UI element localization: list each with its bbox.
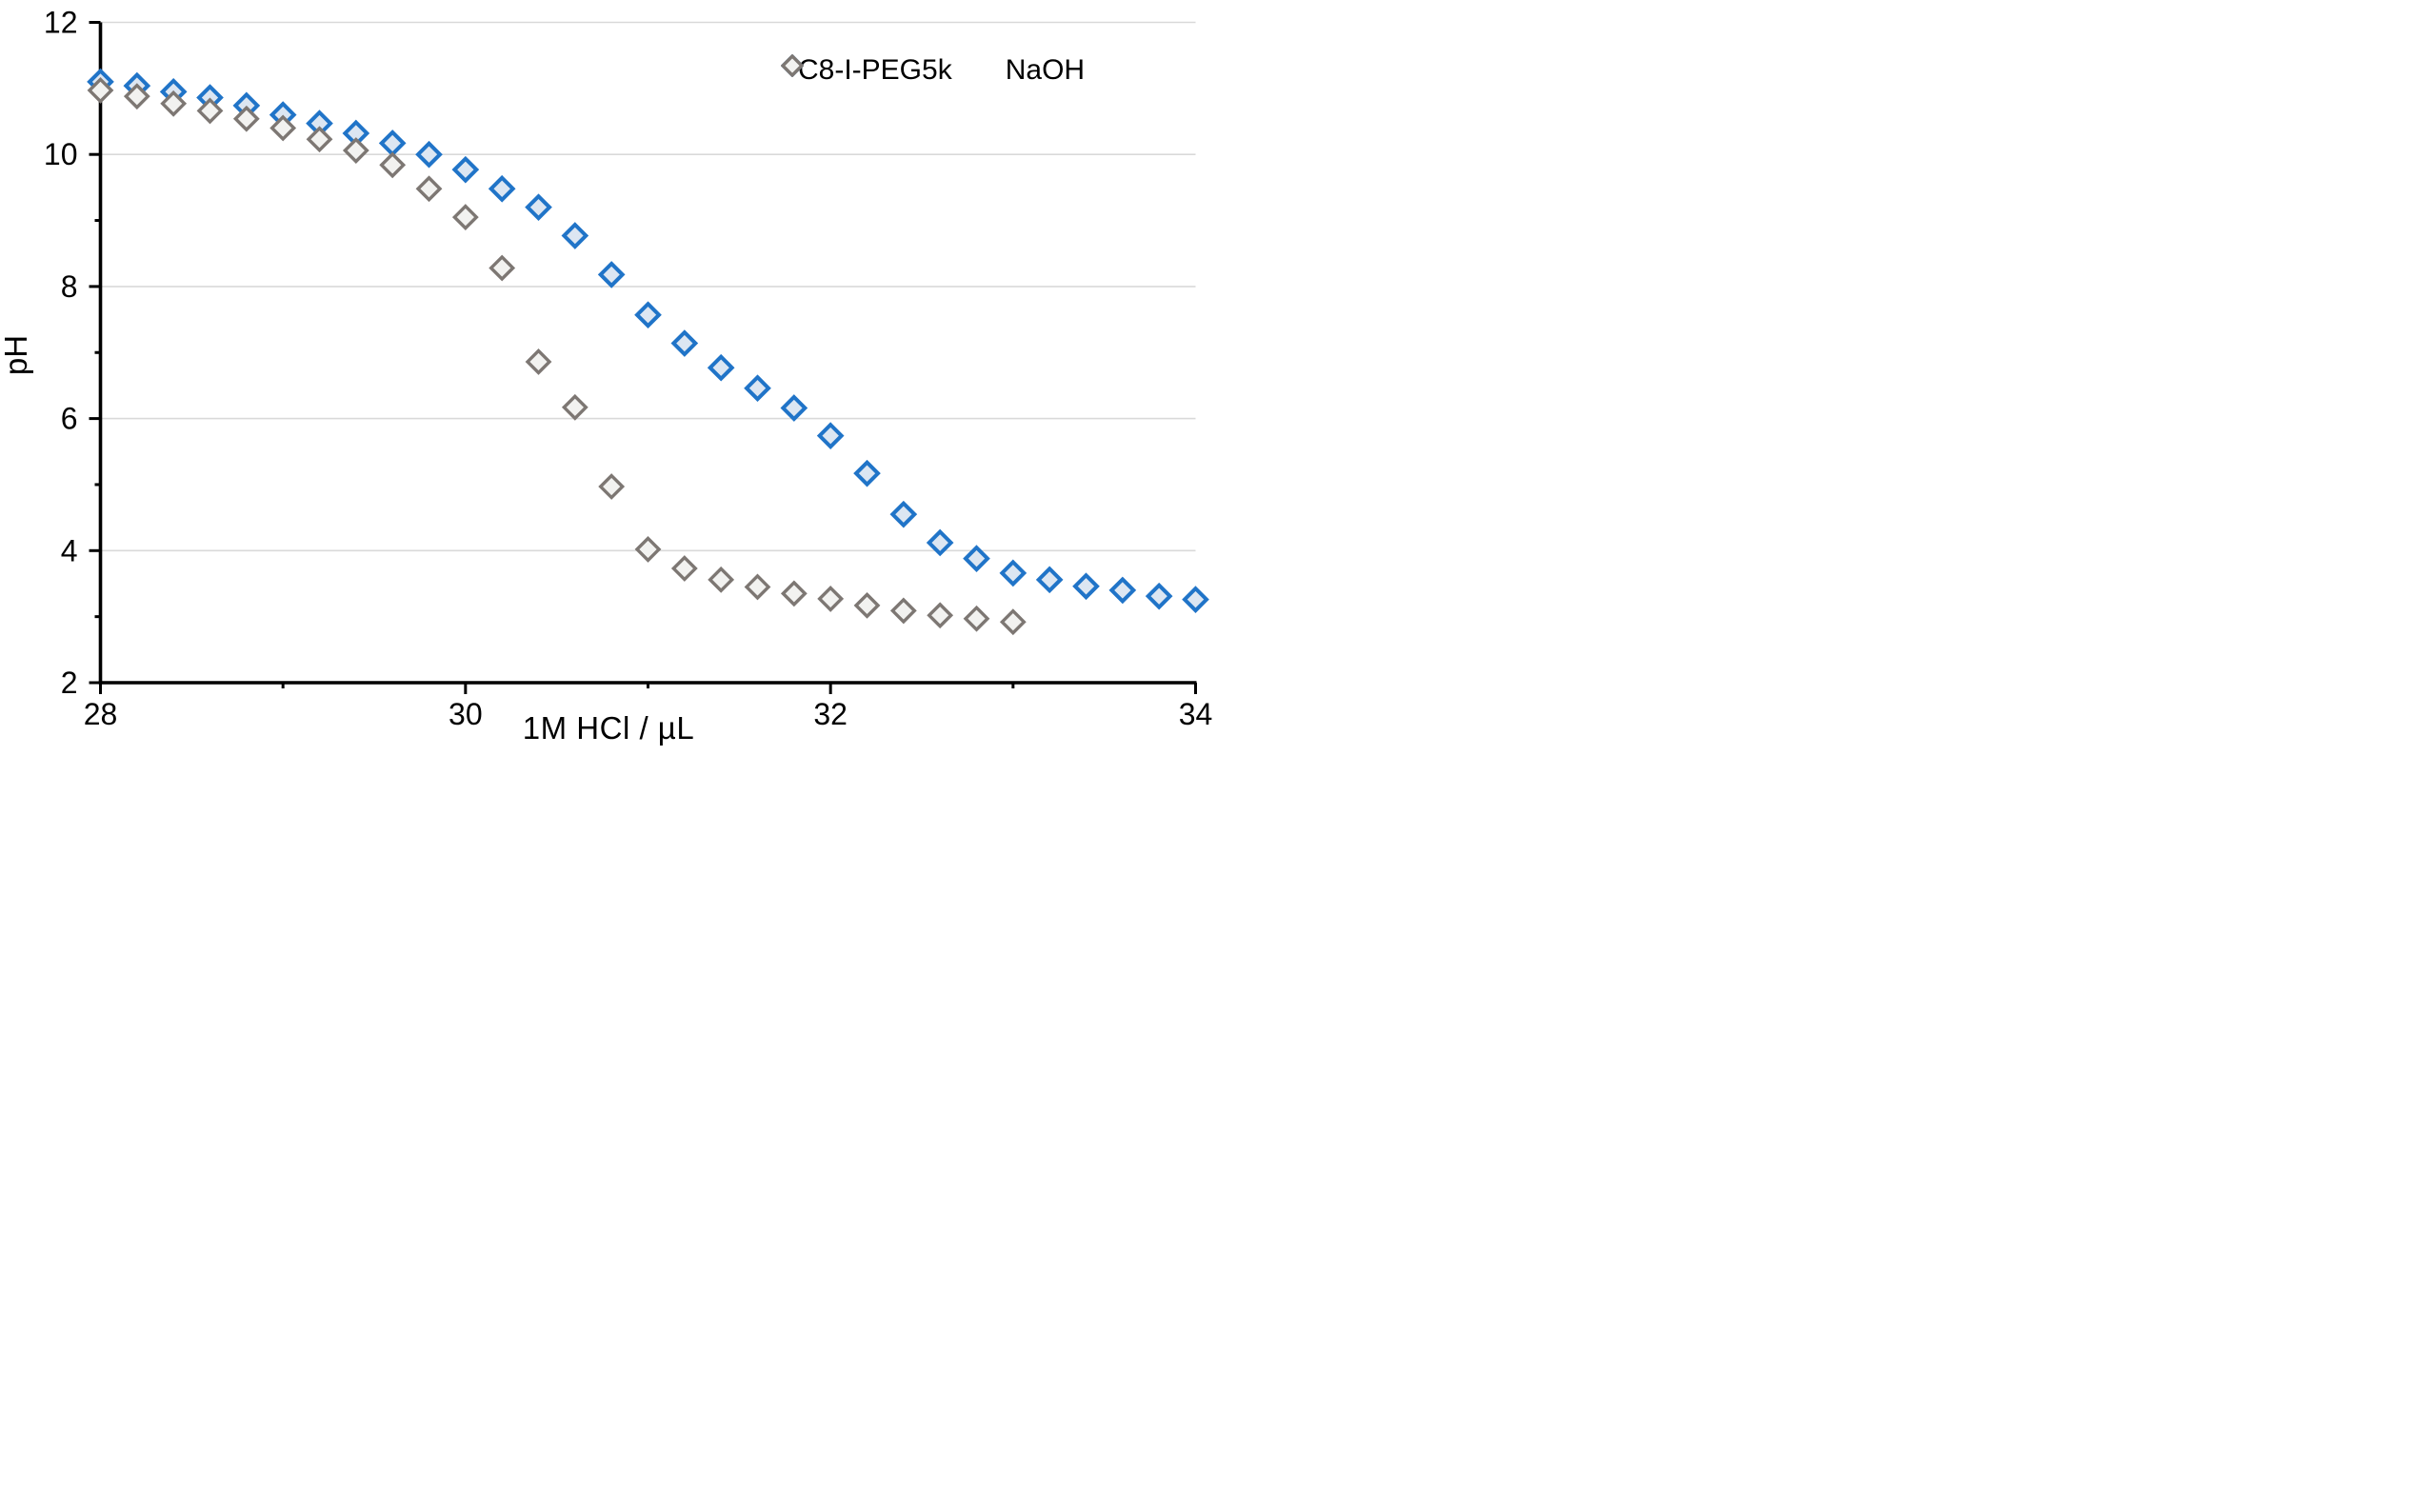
data-point-naoh (889, 597, 917, 625)
data-point-naoh (744, 573, 771, 601)
data-point-naoh (232, 105, 260, 132)
y-tick-label: 12 (44, 6, 78, 40)
x-axis-title: 1M HCl / µL (522, 710, 695, 746)
data-point-c8-i-peg5k (488, 174, 516, 203)
data-point-naoh (196, 97, 224, 125)
data-point-naoh (999, 608, 1027, 636)
data-point-naoh (489, 254, 516, 282)
data-point-naoh (160, 90, 188, 117)
data-point-c8-i-peg5k (415, 140, 443, 169)
data-point-c8-i-peg5k (1035, 566, 1064, 594)
data-point-c8-i-peg5k (378, 129, 407, 157)
data-point-c8-i-peg5k (780, 394, 808, 422)
data-point-naoh (525, 348, 552, 375)
data-point-c8-i-peg5k (853, 459, 881, 487)
legend-label: NaOH (1005, 54, 1086, 86)
data-point-c8-i-peg5k (816, 422, 845, 449)
data-point-naoh (306, 126, 333, 153)
y-tick-label: 10 (44, 137, 78, 171)
data-point-naoh (342, 137, 369, 164)
data-point-naoh (853, 591, 881, 619)
chart-legend: C8-I-PEG5k NaOH (781, 54, 1085, 87)
gray-diamond-icon (781, 54, 804, 77)
y-tick-label: 6 (61, 402, 78, 436)
data-point-c8-i-peg5k (963, 545, 990, 572)
titration-plot-page: 28 30 32 34 2 4 6 8 10 12 1M HCl / µL pH C8-I-PEG… (0, 0, 1217, 756)
legend-item-c8-i-peg5k: C8-I-PEG5k (781, 54, 952, 87)
data-point-c8-i-peg5k (1145, 582, 1173, 610)
y-tick-label: 2 (61, 666, 78, 700)
data-point-naoh (817, 586, 845, 612)
data-point-c8-i-peg5k (451, 155, 480, 184)
data-point-c8-i-peg5k (1182, 586, 1209, 613)
data-point-naoh (415, 175, 443, 203)
data-point-naoh (963, 605, 990, 632)
x-tick-label: 34 (1179, 697, 1213, 731)
data-point-c8-i-peg5k (670, 329, 699, 357)
data-point-naoh (927, 602, 954, 629)
data-point-naoh (598, 473, 626, 500)
data-point-c8-i-peg5k (744, 374, 771, 403)
x-tick-label: 30 (449, 697, 483, 731)
data-point-c8-i-peg5k (1108, 576, 1137, 605)
titration-chart: 28 30 32 34 2 4 6 8 10 12 (44, 6, 1213, 732)
data-point-naoh (451, 204, 479, 230)
data-point-c8-i-peg5k (1072, 572, 1100, 601)
data-point-c8-i-peg5k (561, 222, 589, 249)
x-tick-label: 32 (813, 697, 848, 731)
data-point-c8-i-peg5k (634, 301, 662, 329)
data-point-c8-i-peg5k (889, 500, 918, 528)
data-point-naoh (123, 83, 150, 110)
data-point-c8-i-peg5k (597, 261, 626, 288)
data-point-c8-i-peg5k (926, 528, 954, 557)
data-point-c8-i-peg5k (525, 193, 552, 222)
legend-item-naoh: NaOH (781, 54, 1086, 87)
data-point-c8-i-peg5k (707, 353, 735, 382)
y-tick-label: 4 (61, 533, 78, 567)
legend-label: C8-I-PEG5k (798, 54, 952, 86)
y-tick-label: 8 (61, 269, 78, 304)
data-point-naoh (87, 77, 114, 104)
data-point-naoh (379, 151, 407, 179)
data-point-naoh (561, 393, 589, 421)
data-point-naoh (634, 536, 662, 563)
data-point-naoh (780, 580, 808, 607)
data-point-c8-i-peg5k (999, 559, 1027, 587)
data-point-naoh (708, 566, 735, 593)
y-axis-title: pH (0, 334, 33, 376)
data-point-naoh (670, 555, 698, 582)
x-tick-label: 28 (84, 697, 118, 731)
data-point-naoh (269, 114, 297, 142)
